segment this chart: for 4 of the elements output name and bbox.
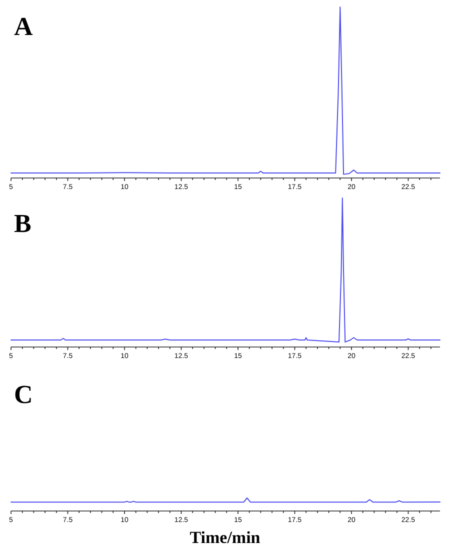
chart-title: C [14,380,33,409]
chart-title: B [14,209,32,238]
x-axis-title: Time/min [190,528,261,547]
chart-title: A [14,12,33,41]
